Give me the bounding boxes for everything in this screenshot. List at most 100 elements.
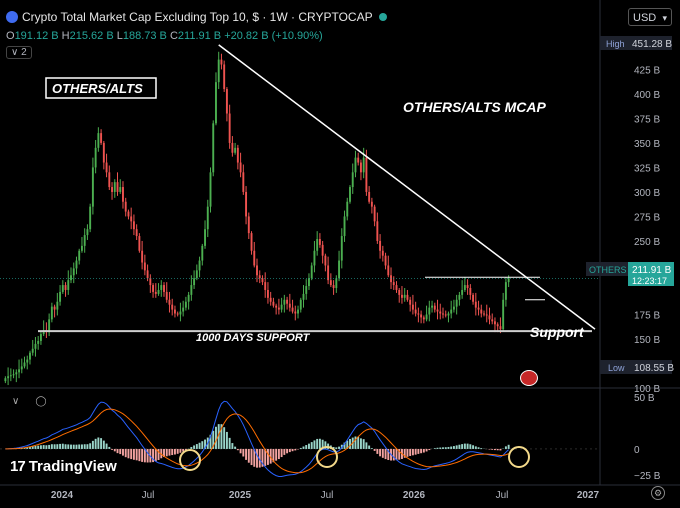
macd-histogram-bar (310, 442, 313, 449)
x-tick-label: 2025 (229, 490, 252, 501)
low-badge-label: Low (608, 363, 625, 373)
open-value: 191.12 B (14, 30, 59, 42)
macd-histogram-bar (472, 445, 475, 449)
candle-body (384, 255, 387, 266)
macd-histogram-bar (338, 446, 341, 449)
candle-body (297, 309, 299, 314)
macd-histogram-bar (173, 448, 176, 455)
candle-body (370, 201, 373, 207)
candle-body (493, 321, 496, 325)
macd-histogram-bar (458, 444, 461, 449)
low-label: L (116, 30, 123, 42)
currency-select[interactable]: USD ▾ (628, 8, 672, 26)
macd-histogram-bar (198, 442, 201, 449)
high-badge (600, 36, 672, 50)
macd-histogram-bar (39, 445, 42, 449)
candle-body (152, 285, 155, 292)
candle-body (34, 343, 37, 349)
candle-body (395, 285, 398, 290)
macd-histogram-bar (250, 448, 253, 466)
candle-body (154, 291, 157, 294)
candle-body (359, 162, 362, 173)
candle-body (442, 313, 444, 315)
candle-body (398, 289, 401, 295)
macd-histogram-bar (499, 448, 502, 451)
candle-body (245, 191, 248, 217)
chevron-down-icon: ▾ (662, 13, 667, 23)
macd-histogram-bar (253, 448, 256, 467)
macd-histogram-bar (56, 444, 59, 449)
macd-tick-label: 0 (634, 445, 640, 456)
currency-label: USD (633, 12, 657, 24)
collapse-icon[interactable]: ∨ (12, 396, 20, 407)
candle-body (466, 285, 469, 289)
low-badge-value: 108.55 B (634, 363, 674, 374)
candle-body (329, 280, 332, 286)
macd-histogram-bar (100, 438, 103, 449)
candle-body (78, 250, 81, 261)
macd-line (5, 400, 509, 477)
candle-body (83, 235, 86, 246)
symbol-badge-label: OTHERS (589, 265, 627, 275)
indicator-toggle[interactable]: ∨ 2 (6, 46, 32, 59)
candle-body (286, 299, 289, 304)
candle-body (215, 82, 217, 124)
candle-body (190, 285, 193, 295)
macd-histogram-bar (428, 448, 431, 451)
candle-body (335, 278, 338, 289)
candle-body (102, 142, 105, 163)
macd-histogram-bar (179, 448, 182, 453)
macd-histogram-bar (97, 437, 100, 449)
candle-body (113, 182, 116, 192)
macd-histogram-bar (286, 448, 289, 454)
candle-body (242, 172, 245, 192)
candle-body (332, 285, 335, 289)
macd-histogram-bar (234, 446, 237, 449)
candle-body (157, 289, 160, 294)
candle-body (409, 299, 412, 305)
candle-body (212, 123, 215, 173)
y-tick-label: 375 B (634, 114, 660, 125)
candle-body (184, 301, 187, 308)
macd-histogram-bar (195, 444, 198, 449)
candle-body (247, 216, 250, 234)
candle-body (343, 216, 346, 237)
candle-body (59, 291, 62, 302)
candle-body (86, 229, 89, 236)
settings-gear-icon[interactable]: ⚙ (651, 486, 665, 500)
macd-histogram-bar (283, 448, 286, 455)
candle-body (171, 304, 174, 310)
candle-body (105, 162, 108, 173)
candle-body (365, 157, 368, 192)
candle-body (324, 255, 327, 266)
y-tick-label: 350 B (634, 139, 660, 150)
candle-body (455, 299, 458, 307)
macd-histogram-bar (373, 448, 376, 451)
macd-histogram-bar (359, 438, 362, 449)
candle-body (275, 305, 278, 308)
macd-histogram-bar (94, 438, 97, 449)
candle-body (428, 307, 431, 315)
macd-histogram-bar (184, 448, 187, 451)
macd-histogram-bar (165, 448, 168, 457)
candle-body (305, 286, 308, 294)
macd-histogram-bar (381, 448, 384, 458)
candle-body (346, 201, 349, 217)
signal-line (5, 408, 509, 474)
macd-histogram-bar (236, 448, 239, 451)
macd-tick-label: 50 B (634, 393, 655, 404)
macd-histogram-bar (171, 448, 174, 456)
candle-body (392, 282, 395, 286)
candle-body (209, 172, 212, 207)
macd-histogram-bar (154, 448, 157, 462)
candle-body (201, 245, 204, 261)
macd-settings-icon[interactable]: ◯ (35, 396, 47, 407)
candle-body (4, 378, 7, 382)
candle-body (119, 187, 122, 192)
candle-body (75, 260, 78, 269)
macd-histogram-bar (436, 447, 439, 449)
candle-body (450, 309, 453, 314)
macd-histogram-bar (403, 448, 406, 458)
candle-body (313, 250, 316, 266)
us-flag-icon (520, 370, 538, 386)
